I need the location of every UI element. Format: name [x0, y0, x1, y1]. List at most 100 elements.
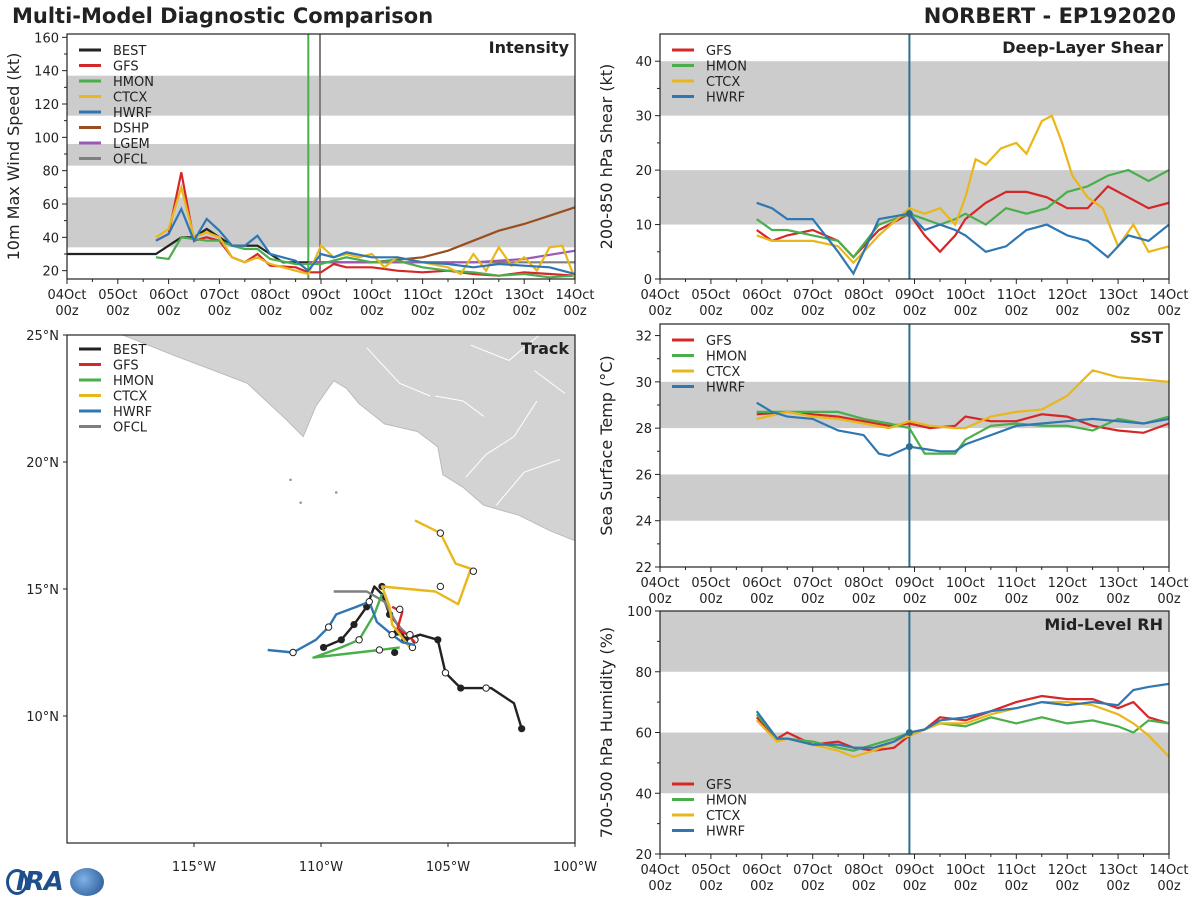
intensity-panel: 2040608010012014016004Oct00z05Oct00z06Oc… [4, 31, 595, 319]
shear-ytick-label: 30 [635, 110, 652, 125]
shear-panel: 01020304004Oct00z05Oct00z06Oct00z07Oct00… [597, 33, 1189, 319]
track-marker-hmon [355, 636, 363, 644]
sst-xtick-sublabel: 00z [1106, 592, 1130, 607]
shear-xtick-sublabel: 00z [750, 304, 774, 319]
rh-ytick-label: 20 [635, 848, 652, 863]
state-border [366, 347, 431, 397]
sst-xtick-sublabel: 00z [1056, 592, 1080, 607]
shear-legend-label: CTCX [706, 75, 740, 90]
sst-xtick-label: 10Oct [946, 576, 985, 591]
sst-xtick-sublabel: 00z [750, 592, 774, 607]
intensity-xtick-label: 05Oct [98, 288, 137, 303]
track-legend-label: GFS [113, 359, 139, 374]
state-border [534, 370, 566, 394]
sst-legend-label: HWRF [706, 381, 745, 396]
track-point-best [350, 620, 358, 629]
track-ytick-label: 25°N [26, 329, 59, 344]
intensity-ytick-label: 60 [42, 198, 59, 213]
logo-ring-icon [6, 869, 28, 895]
rh-xtick-sublabel: 00z [750, 879, 774, 894]
rh-xtick-label: 11Oct [997, 863, 1036, 878]
sst-current-marker [905, 443, 913, 451]
rh-xtick-sublabel: 00z [954, 879, 978, 894]
shear-ytick-label: 20 [635, 164, 652, 179]
sst-series-hmon [756, 410, 1169, 455]
intensity-xtick-label: 10Oct [352, 288, 391, 303]
sst-xtick-label: 13Oct [1099, 576, 1138, 591]
logo-text-icon: IRA [16, 867, 64, 897]
rh-xtick-sublabel: 00z [1157, 879, 1181, 894]
shear-series-ctcx [756, 114, 1169, 265]
shear-ytick-label: 0 [644, 273, 652, 288]
rh-legend-label: HMON [706, 794, 747, 809]
intensity-xtick-sublabel: 00z [106, 304, 130, 319]
sst-xtick-label: 05Oct [691, 576, 730, 591]
rh-series-ctcx [755, 701, 1169, 758]
sst-ytick-label: 26 [635, 468, 652, 483]
rh-band [660, 732, 1169, 794]
sst-xtick-sublabel: 00z [801, 592, 825, 607]
rh-xtick-sublabel: 00z [1106, 879, 1130, 894]
rh-ytick-label: 80 [635, 666, 652, 681]
intensity-legend-label: LGEM [113, 137, 150, 152]
intensity-legend-label: HWRF [113, 106, 152, 121]
rh-legend-label: HWRF [706, 825, 745, 840]
shear-xtick-label: 07Oct [793, 288, 832, 303]
sst-xtick-label: 14Oct [1149, 576, 1188, 591]
sst-series-hwrf [756, 401, 1169, 458]
rh-current-marker [905, 729, 913, 736]
intensity-band [67, 197, 575, 248]
sst-legend-label: GFS [706, 334, 732, 349]
shear-xtick-label: 04Oct [640, 288, 679, 303]
cira-logo: IRA [4, 866, 108, 898]
sst-series-gfs [756, 410, 1169, 434]
sst-xtick-sublabel: 00z [954, 592, 978, 607]
rh-xtick-sublabel: 00z [648, 879, 672, 894]
track-marker-best [482, 684, 490, 692]
shear-xtick-sublabel: 00z [852, 304, 876, 319]
intensity-ytick-label: 40 [42, 231, 59, 246]
sst-xtick-sublabel: 00z [699, 592, 723, 607]
track-title: Track [521, 339, 569, 358]
shear-xtick-sublabel: 00z [1056, 304, 1080, 319]
intensity-xtick-label: 13Oct [505, 288, 544, 303]
globe-icon [70, 868, 104, 896]
track-legend-label: HMON [113, 374, 154, 389]
intensity-xtick-sublabel: 00z [309, 304, 333, 319]
intensity-xtick-sublabel: 00z [513, 304, 537, 319]
sst-xtick-sublabel: 00z [648, 592, 672, 607]
track-marker-gfs [406, 631, 414, 639]
track-point-best [391, 648, 399, 657]
state-border [465, 400, 538, 478]
shear-band [660, 61, 1169, 116]
track-ytick-label: 15°N [26, 583, 59, 598]
rh-xtick-label: 09Oct [895, 863, 934, 878]
sst-series-ctcx [756, 369, 1169, 430]
rh-legend-label: GFS [706, 778, 732, 793]
rh-xtick-sublabel: 00z [699, 879, 723, 894]
shear-xtick-sublabel: 00z [801, 304, 825, 319]
track-marker-hwrf [289, 648, 297, 657]
intensity-ytick-label: 100 [34, 131, 59, 146]
rh-xtick-sublabel: 00z [801, 879, 825, 894]
shear-ytick-label: 40 [635, 55, 652, 70]
state-border [435, 395, 484, 417]
sst-ytick-label: 28 [635, 422, 652, 437]
track-point-best [434, 636, 442, 644]
rh-ylabel: 700-500 hPa Humidity (%) [597, 627, 616, 838]
track-ytick-label: 10°N [26, 710, 59, 725]
shear-series-hwrf [756, 201, 1169, 276]
sst-legend-label: HMON [706, 350, 747, 365]
sst-title: SST [1130, 328, 1163, 347]
intensity-xtick-sublabel: 00z [411, 304, 435, 319]
intensity-title: Intensity [489, 38, 570, 57]
sst-ytick-label: 24 [635, 515, 652, 530]
rh-xtick-label: 08Oct [844, 863, 883, 878]
track-point-best [337, 636, 345, 644]
shear-xtick-sublabel: 00z [648, 304, 672, 319]
track-legend-label: OFCL [113, 421, 148, 436]
sst-ytick-label: 32 [635, 330, 652, 345]
track-legend-label: CTCX [113, 390, 147, 405]
intensity-xtick-label: 08Oct [251, 288, 290, 303]
